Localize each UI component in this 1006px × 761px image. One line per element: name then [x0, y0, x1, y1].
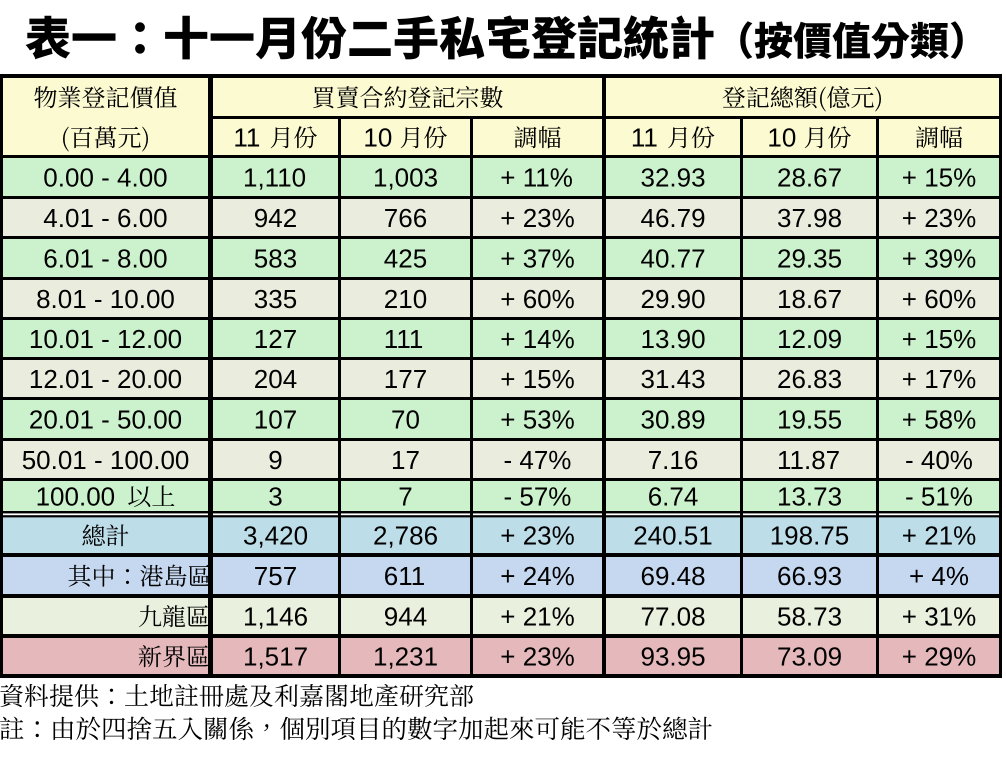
svg-text:177: 177	[384, 364, 427, 394]
svg-text:944: 944	[384, 601, 427, 631]
svg-text:+ 15%: + 15%	[902, 162, 976, 192]
svg-text:1,231: 1,231	[373, 641, 438, 671]
svg-text:1,003: 1,003	[373, 162, 438, 192]
svg-text:50.01 - 100.00: 50.01 - 100.00	[22, 445, 190, 475]
svg-text:+ 21%: + 21%	[902, 521, 976, 551]
svg-text:+ 23%: + 23%	[500, 521, 574, 551]
svg-text:- 47%: - 47%	[504, 445, 572, 475]
svg-text:+ 37%: + 37%	[500, 243, 574, 273]
svg-text:7.16: 7.16	[648, 445, 699, 475]
svg-text:335: 335	[254, 284, 297, 314]
svg-text:31.43: 31.43	[641, 364, 706, 394]
svg-text:198.75: 198.75	[770, 521, 850, 551]
svg-text:29.35: 29.35	[777, 243, 842, 273]
svg-text:+ 60%: + 60%	[902, 284, 976, 314]
svg-text:+ 11%: + 11%	[500, 162, 573, 192]
svg-text:10.01 - 12.00: 10.01 - 12.00	[29, 324, 182, 354]
svg-text:127: 127	[254, 324, 297, 354]
svg-text:26.83: 26.83	[777, 364, 842, 394]
svg-text:+ 15%: + 15%	[902, 324, 976, 354]
svg-text:73.09: 73.09	[777, 641, 842, 671]
svg-text:+ 17%: + 17%	[902, 364, 976, 394]
svg-text:9: 9	[268, 445, 282, 475]
svg-text:12.01 - 20.00: 12.01 - 20.00	[29, 364, 182, 394]
svg-text:19.55: 19.55	[777, 404, 842, 434]
svg-text:+ 15%: + 15%	[500, 364, 574, 394]
svg-text:8.01 - 10.00: 8.01 - 10.00	[36, 284, 175, 314]
svg-text:107: 107	[254, 404, 297, 434]
svg-text:+ 24%: + 24%	[500, 561, 574, 591]
svg-text:766: 766	[384, 203, 427, 233]
svg-text:32.93: 32.93	[641, 162, 706, 192]
svg-text:+ 23%: + 23%	[902, 203, 976, 233]
svg-text:240.51: 240.51	[633, 521, 713, 551]
svg-text:+ 4%: + 4%	[909, 561, 969, 591]
svg-text:583: 583	[254, 243, 297, 273]
svg-text:7: 7	[398, 481, 412, 511]
svg-text:46.79: 46.79	[641, 203, 706, 233]
svg-text:- 57%: - 57%	[504, 481, 572, 511]
svg-text:+ 31%: + 31%	[902, 601, 976, 631]
svg-text:37.98: 37.98	[777, 203, 842, 233]
svg-text:+ 23%: + 23%	[500, 641, 574, 671]
svg-text:69.48: 69.48	[641, 561, 706, 591]
svg-text:+ 29%: + 29%	[902, 641, 976, 671]
svg-text:6.74: 6.74	[648, 481, 699, 511]
svg-text:40.77: 40.77	[641, 243, 706, 273]
svg-text:+ 60%: + 60%	[500, 284, 574, 314]
svg-text:2,786: 2,786	[373, 521, 438, 551]
svg-text:+ 14%: + 14%	[500, 324, 574, 354]
svg-text:58.73: 58.73	[777, 601, 842, 631]
svg-text:11.87: 11.87	[777, 445, 840, 475]
svg-text:3: 3	[268, 481, 282, 511]
svg-text:13.90: 13.90	[641, 324, 706, 354]
svg-text:942: 942	[254, 203, 297, 233]
svg-text:1,146: 1,146	[243, 601, 308, 631]
svg-text:11: 11	[233, 122, 260, 152]
svg-text:13.73: 13.73	[777, 481, 842, 511]
svg-text:17: 17	[391, 445, 420, 475]
svg-text:3,420: 3,420	[243, 521, 308, 551]
svg-text:70: 70	[391, 404, 420, 434]
svg-text:111: 111	[384, 324, 424, 354]
svg-text:+ 53%: + 53%	[500, 404, 574, 434]
svg-text:6.01 - 8.00: 6.01 - 8.00	[43, 243, 167, 273]
svg-text:1,517: 1,517	[243, 641, 308, 671]
svg-text:18.67: 18.67	[777, 284, 842, 314]
svg-text:29.90: 29.90	[641, 284, 706, 314]
svg-text:0.00 - 4.00: 0.00 - 4.00	[43, 162, 167, 192]
svg-text:210: 210	[384, 284, 427, 314]
svg-text:4.01 - 6.00: 4.01 - 6.00	[43, 203, 167, 233]
svg-text:204: 204	[254, 364, 297, 394]
svg-text:+ 23%: + 23%	[500, 203, 574, 233]
svg-text:425: 425	[384, 243, 427, 273]
svg-text:+ 58%: + 58%	[902, 404, 976, 434]
svg-text:93.95: 93.95	[641, 641, 706, 671]
svg-text:20.01 - 50.00: 20.01 - 50.00	[29, 404, 182, 434]
svg-text:12.09: 12.09	[777, 324, 842, 354]
svg-text:11: 11	[631, 122, 658, 152]
svg-text:+ 39%: + 39%	[902, 243, 976, 273]
svg-text:757: 757	[254, 561, 297, 591]
svg-text:10: 10	[767, 122, 796, 152]
svg-text:30.89: 30.89	[641, 404, 706, 434]
svg-text:100.00: 100.00	[36, 481, 116, 511]
svg-text:1,110: 1,110	[243, 162, 306, 192]
svg-text:611: 611	[384, 561, 425, 591]
svg-text:66.93: 66.93	[777, 561, 842, 591]
svg-text:+ 21%: + 21%	[500, 601, 574, 631]
svg-text:28.67: 28.67	[777, 162, 842, 192]
svg-text:77.08: 77.08	[641, 601, 706, 631]
svg-text:10: 10	[363, 122, 392, 152]
svg-text:- 51%: - 51%	[905, 481, 973, 511]
svg-text:- 40%: - 40%	[905, 445, 973, 475]
